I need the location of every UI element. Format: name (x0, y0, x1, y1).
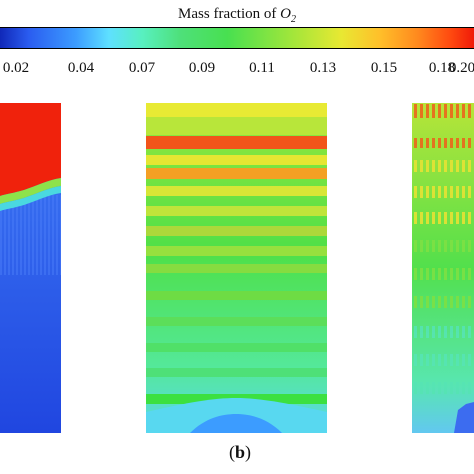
front-band-outer (0, 186, 61, 211)
tick-label: 0.20 (448, 60, 474, 76)
tick-label: 0.15 (370, 60, 398, 76)
tick-label: 0.07 (128, 60, 156, 76)
middle-contour-panel (146, 103, 327, 433)
right-contour-panel (412, 103, 474, 433)
species-subscript: 2 (290, 14, 296, 25)
band-green (146, 264, 327, 273)
panel-label: (b) (229, 442, 251, 463)
right-cell-pattern-yellow (414, 160, 471, 224)
tick-label: 0.04 (67, 60, 95, 76)
band-lime (146, 226, 327, 236)
colorbar-gradient (0, 27, 474, 49)
band-lime (146, 206, 327, 216)
bottom-blue-zone (190, 414, 282, 433)
front-band (0, 178, 61, 204)
panel-label-letter: b (234, 442, 246, 462)
band-green (146, 368, 327, 377)
band-green (146, 291, 327, 300)
panel-label-open: ( (228, 442, 235, 462)
tick-label: 0.02 (2, 60, 30, 76)
right-cell-pattern-teal (414, 326, 471, 394)
band-green (146, 343, 327, 352)
tick-label: 0.11 (249, 60, 275, 76)
right-bottom-blue-zone (454, 402, 474, 433)
colorbar-title-text: Mass fraction of (178, 6, 281, 22)
colorbar-title-species: O2 (280, 6, 296, 25)
band-orange (146, 168, 327, 179)
band-green (146, 317, 327, 326)
right-cell-pattern-green (414, 240, 471, 308)
band-green (146, 246, 327, 256)
species-symbol: O (280, 6, 291, 22)
band-lime (146, 117, 327, 135)
band-yellow (146, 186, 327, 196)
right-cell-pattern-red (414, 104, 471, 148)
panel-label-close: ) (245, 442, 252, 462)
band-orange-red (146, 136, 327, 149)
left-contour-panel (0, 103, 61, 433)
tick-label: 0.18 (428, 60, 456, 76)
band-yellow (146, 103, 327, 117)
band-yellow (146, 155, 327, 165)
colorbar-title: Mass fraction of O2 (0, 6, 474, 25)
high-o2-region (0, 103, 61, 196)
tick-label: 0.13 (309, 60, 337, 76)
tick-label: 0.09 (188, 60, 216, 76)
